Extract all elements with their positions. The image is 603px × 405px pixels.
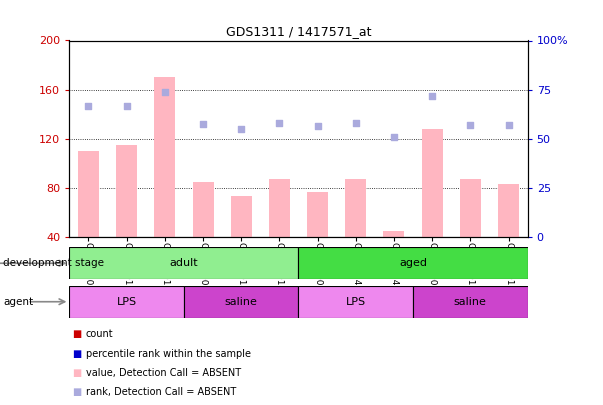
Point — [84, 102, 93, 109]
Bar — [413, 286, 528, 318]
Text: ■: ■ — [72, 388, 81, 397]
Point — [122, 102, 131, 109]
Point — [160, 89, 169, 95]
Text: value, Detection Call = ABSENT: value, Detection Call = ABSENT — [86, 368, 241, 378]
Point — [351, 119, 361, 126]
Text: ■: ■ — [72, 329, 81, 339]
Bar — [346, 179, 366, 237]
Point — [198, 121, 208, 127]
Bar — [307, 192, 328, 237]
Text: LPS: LPS — [116, 297, 137, 307]
Text: count: count — [86, 329, 113, 339]
Point — [504, 122, 513, 128]
Bar — [154, 77, 175, 237]
Bar — [116, 145, 137, 237]
Point — [313, 123, 323, 130]
Text: percentile rank within the sample: percentile rank within the sample — [86, 349, 251, 358]
Text: saline: saline — [454, 297, 487, 307]
Bar — [298, 286, 413, 318]
Text: ■: ■ — [72, 349, 81, 358]
Text: adult: adult — [169, 258, 198, 268]
Text: rank, Detection Call = ABSENT: rank, Detection Call = ABSENT — [86, 388, 236, 397]
Text: agent: agent — [3, 297, 33, 307]
Point — [428, 92, 437, 99]
Bar — [69, 286, 184, 318]
Bar — [78, 151, 99, 237]
Text: ■: ■ — [72, 368, 81, 378]
Bar — [192, 182, 213, 237]
Bar — [498, 184, 519, 237]
Bar — [298, 247, 528, 279]
Bar — [460, 179, 481, 237]
Text: aged: aged — [399, 258, 427, 268]
Point — [466, 122, 475, 128]
Bar — [69, 247, 298, 279]
Text: saline: saline — [225, 297, 257, 307]
Title: GDS1311 / 1417571_at: GDS1311 / 1417571_at — [226, 25, 371, 38]
Text: development stage: development stage — [3, 258, 104, 268]
Point — [274, 119, 284, 126]
Text: LPS: LPS — [346, 297, 366, 307]
Bar — [421, 129, 443, 237]
Bar — [184, 286, 298, 318]
Bar — [231, 196, 251, 237]
Point — [389, 134, 399, 141]
Point — [236, 126, 246, 132]
Bar — [269, 179, 290, 237]
Bar — [384, 231, 405, 237]
